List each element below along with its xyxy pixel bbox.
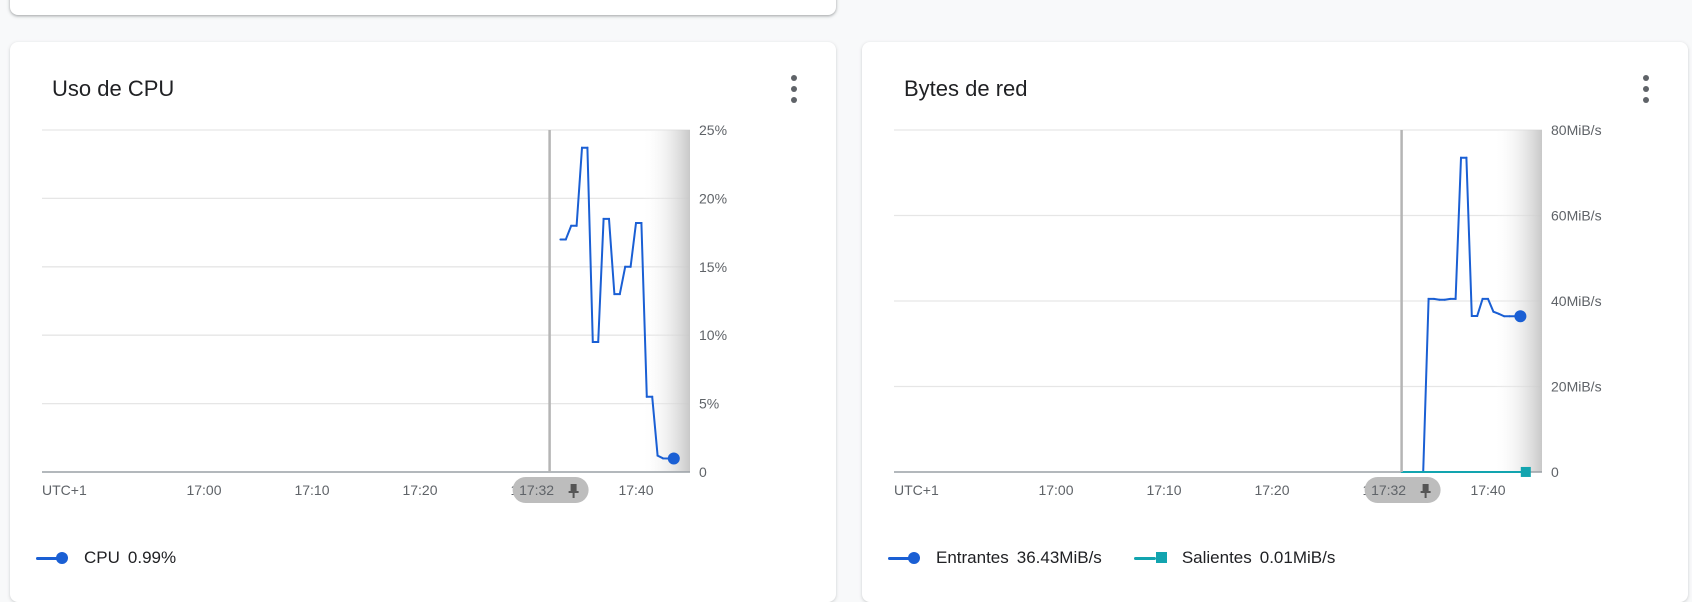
y-tick-label: 5% — [699, 396, 719, 412]
data-point — [564, 238, 567, 241]
data-point — [1443, 298, 1446, 301]
data-point — [1438, 298, 1441, 301]
data-point — [1487, 297, 1489, 300]
series-end-dot — [1514, 310, 1527, 323]
x-tick-label: 17:20 — [402, 482, 437, 498]
data-point — [613, 293, 616, 296]
data-point — [1443, 470, 1446, 473]
y-tick-label: 20MiB/s — [1551, 379, 1602, 395]
now-fade — [1494, 130, 1542, 472]
series-end-dot — [667, 452, 680, 465]
data-point — [651, 395, 654, 398]
x-tick-label: 17:10 — [294, 482, 329, 498]
y-tick-label: 15% — [699, 259, 727, 275]
more-options-button[interactable] — [1640, 75, 1652, 103]
x-tick-label: 17:40 — [1470, 482, 1505, 498]
data-point — [1497, 312, 1500, 315]
legend-line-dot-icon — [888, 550, 926, 566]
time-cursor-label[interactable]: 17:32 — [1364, 477, 1441, 503]
card-title: Bytes de red — [904, 76, 1028, 101]
data-point — [581, 146, 583, 149]
y-tick-label: 10% — [699, 327, 727, 343]
data-point — [1487, 470, 1489, 473]
data-point — [1449, 297, 1452, 300]
pin-icon[interactable] — [568, 484, 579, 498]
network-bytes-chart[interactable]: 0 20MiB/s 40MiB/s 60MiB/s 80MiB/s UTC+1 17:00 1… — [862, 42, 1688, 542]
data-point — [1503, 315, 1506, 318]
legend-value: 36.43MiB/s — [1016, 548, 1102, 567]
card-title: Uso de CPU — [52, 76, 175, 101]
data-point — [640, 222, 643, 225]
more-vert-icon — [791, 75, 797, 81]
y-tick-label: 40MiB/s — [1551, 293, 1602, 309]
data-point — [662, 457, 664, 460]
legend-value: 0.99% — [127, 548, 177, 567]
legend-item-cpu[interactable]: CPU 0.99% — [36, 548, 176, 568]
data-point — [559, 238, 562, 241]
y-tick-label: 0 — [699, 464, 707, 480]
x-tick-label: 17:40 — [618, 482, 653, 498]
x-tick-label: 17:00 — [186, 482, 221, 498]
data-point — [1476, 314, 1479, 317]
x-tick-label: 17:20 — [1254, 482, 1289, 498]
data-point — [656, 454, 659, 457]
data-point — [1470, 314, 1473, 317]
data-point — [1465, 470, 1468, 473]
data-point — [586, 146, 589, 149]
data-point — [645, 395, 648, 398]
data-point — [618, 293, 621, 296]
x-tick-label: 17:10 — [1146, 482, 1181, 498]
legend-item-outgoing[interactable]: Salientes 0.01MiB/s — [1133, 548, 1336, 568]
cpu-usage-chart[interactable]: 05%10%15%20%25%UTC+117:0017:1017:2017:30… — [10, 42, 836, 542]
cpu-usage-card: Uso de CPU 0 5% 10% 15% 20% 25% UTC+1 17:00 17:1… — [10, 42, 836, 602]
data-point — [1508, 470, 1511, 473]
y-tick-label: 20% — [699, 190, 727, 206]
series-line-cpu — [560, 146, 674, 460]
now-fade — [642, 130, 690, 472]
data-point — [597, 341, 600, 344]
series-end-square — [1520, 466, 1531, 477]
data-point — [575, 224, 578, 227]
x-tick-label: 17:00 — [1038, 482, 1073, 498]
data-point — [591, 341, 594, 344]
data-point — [635, 222, 637, 225]
chart-legend: Entrantes 36.43MiB/s Salientes 0.01MiB/s — [888, 548, 1367, 568]
y-tick-label: 60MiB/s — [1551, 208, 1602, 224]
data-point — [1433, 297, 1435, 300]
network-bytes-card: Bytes de red 0 20MiB/s 40MiB/s 60MiB/s 80MiB… — [862, 42, 1688, 602]
cursor-time-text: 17:32 — [1371, 482, 1406, 498]
legend-value: 0.01MiB/s — [1259, 548, 1336, 567]
data-point — [1427, 297, 1430, 300]
y-tick-label: 80MiB/s — [1551, 122, 1602, 138]
data-point — [1492, 310, 1495, 313]
legend-line-square-icon — [1133, 550, 1172, 566]
legend-label: Salientes — [1181, 548, 1252, 567]
x-tick-label: UTC+1 — [42, 482, 87, 498]
data-point — [629, 265, 632, 268]
data-point — [1481, 297, 1484, 300]
data-point — [570, 224, 573, 227]
data-point — [1460, 156, 1462, 159]
chart-legend: CPU 0.99% — [36, 548, 208, 568]
cursor-time-text: 17:32 — [519, 482, 554, 498]
more-vert-icon — [1643, 75, 1649, 81]
legend-label: Entrantes — [936, 548, 1009, 567]
legend-line-dot-icon — [36, 550, 74, 566]
data-point — [1465, 156, 1468, 159]
data-point — [1454, 297, 1457, 300]
pin-icon[interactable] — [1420, 484, 1431, 498]
y-tick-label: 25% — [699, 122, 727, 138]
data-point — [1422, 470, 1425, 473]
more-options-button[interactable] — [788, 75, 800, 103]
data-point — [624, 265, 627, 268]
legend-label: CPU — [84, 548, 120, 567]
y-tick-label: 0 — [1551, 464, 1559, 480]
data-point — [602, 217, 605, 220]
previous-card — [10, 0, 836, 15]
x-tick-label: UTC+1 — [894, 482, 939, 498]
legend-item-incoming[interactable]: Entrantes 36.43MiB/s — [888, 548, 1102, 568]
data-point — [608, 217, 610, 220]
data-point — [1508, 315, 1511, 318]
time-cursor-label[interactable]: 17:32 — [512, 477, 589, 503]
